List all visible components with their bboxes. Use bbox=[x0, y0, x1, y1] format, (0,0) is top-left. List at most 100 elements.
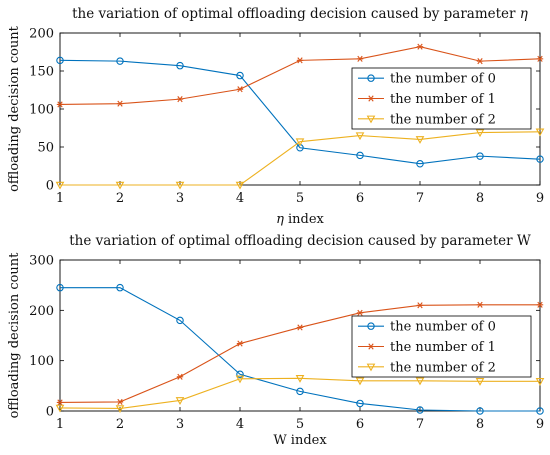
data-point-s2-4 bbox=[295, 375, 305, 383]
y-tick-label: 300 bbox=[29, 254, 54, 269]
data-point-s0-0 bbox=[56, 283, 64, 292]
x-tick-label: 2 bbox=[116, 191, 124, 206]
y-tick-label: 100 bbox=[29, 103, 54, 118]
y-axis-label: offloading decision count bbox=[7, 252, 22, 419]
data-point-s2-0 bbox=[55, 404, 65, 413]
legend-label-0: the number of 0 bbox=[390, 72, 496, 87]
data-point-s2-0 bbox=[55, 181, 65, 190]
x-tick-label: 9 bbox=[536, 417, 544, 432]
y-tick-label: 0 bbox=[46, 179, 54, 194]
data-point-s1-2 bbox=[176, 373, 184, 380]
data-point-s2-5 bbox=[355, 377, 365, 386]
x-tick-label: 6 bbox=[356, 417, 364, 432]
x-tick-label: 2 bbox=[116, 417, 124, 432]
data-point-s1-0 bbox=[56, 101, 64, 108]
series-line-2 bbox=[60, 131, 541, 186]
y-tick-label: 150 bbox=[29, 65, 54, 80]
data-point-s1-1 bbox=[116, 100, 124, 107]
y-tick-label: 200 bbox=[29, 304, 54, 319]
data-point-s0-1 bbox=[116, 283, 124, 292]
data-point-s1-1 bbox=[116, 398, 124, 406]
series-2 bbox=[55, 375, 545, 414]
x-tick-label: 8 bbox=[476, 191, 484, 206]
data-point-s0-2 bbox=[176, 316, 184, 325]
y-tick-label: 100 bbox=[29, 354, 54, 369]
data-point-s0-6 bbox=[416, 159, 424, 168]
series-line-0 bbox=[59, 59, 541, 165]
data-point-s1-5 bbox=[356, 55, 364, 62]
y-tick-label: 200 bbox=[29, 27, 54, 42]
legend-marker-1 bbox=[367, 343, 375, 350]
x-tick-label: 7 bbox=[416, 191, 424, 206]
legend-marker-2 bbox=[366, 363, 376, 372]
y-tick-label: 50 bbox=[37, 141, 54, 156]
x-tick-label: 5 bbox=[296, 191, 304, 206]
data-point-s0-2 bbox=[176, 61, 184, 70]
chart-title: the variation of optimal offloading deci… bbox=[72, 6, 528, 22]
x-axis-label: W index bbox=[273, 433, 327, 448]
data-point-s2-1 bbox=[115, 405, 125, 414]
x-tick-label: 3 bbox=[176, 191, 184, 206]
series-line-2 bbox=[59, 377, 540, 410]
data-point-s2-3 bbox=[235, 375, 245, 384]
data-point-s2-4 bbox=[295, 138, 305, 147]
legend-label-2: the number of 2 bbox=[390, 360, 496, 375]
data-point-s2-6 bbox=[415, 136, 425, 144]
series-0 bbox=[56, 283, 544, 415]
series-line-0 bbox=[60, 287, 540, 412]
x-tick-label: 4 bbox=[236, 417, 244, 432]
legend-marker-1 bbox=[367, 95, 375, 102]
legend-label-1: the number of 1 bbox=[390, 92, 496, 107]
series-1 bbox=[56, 301, 544, 406]
series-2 bbox=[55, 128, 545, 190]
x-tick-label: 4 bbox=[236, 191, 244, 206]
data-point-s1-5 bbox=[356, 309, 364, 316]
legend-marker-0 bbox=[367, 74, 375, 82]
chart-title-symbol: η bbox=[515, 6, 527, 22]
chart-title: the variation of optimal offloading deci… bbox=[69, 233, 531, 249]
data-point-s0-5 bbox=[356, 151, 364, 160]
data-point-s0-8 bbox=[536, 407, 544, 415]
data-point-s1-6 bbox=[416, 43, 424, 50]
data-point-s2-5 bbox=[355, 132, 365, 141]
legend-label-2: the number of 2 bbox=[390, 112, 496, 127]
data-point-s2-1 bbox=[115, 181, 125, 190]
data-point-s0-7 bbox=[476, 407, 484, 415]
x-axis-symbol: η bbox=[276, 212, 288, 227]
data-point-s2-7 bbox=[475, 129, 485, 138]
data-point-s0-7 bbox=[476, 152, 484, 160]
legend-label-0: the number of 0 bbox=[390, 320, 496, 335]
data-point-s1-7 bbox=[476, 58, 484, 65]
chart-title-text: the variation of optimal offloading deci… bbox=[72, 6, 516, 22]
x-tick-label: 1 bbox=[56, 191, 64, 206]
x-tick-label: 8 bbox=[476, 417, 484, 432]
data-point-s1-8 bbox=[536, 301, 544, 308]
x-tick-label: 3 bbox=[176, 417, 184, 432]
data-point-s2-8 bbox=[535, 378, 545, 386]
y-axis-label: offloading decision count bbox=[7, 25, 22, 192]
data-point-s2-7 bbox=[475, 378, 485, 386]
chart-panel-1: the variation of optimal offloading deci… bbox=[7, 6, 545, 227]
data-point-s2-2 bbox=[175, 397, 185, 405]
data-point-s1-4 bbox=[296, 324, 304, 331]
data-point-s0-6 bbox=[416, 406, 424, 414]
data-point-s2-3 bbox=[235, 181, 245, 190]
data-point-s1-0 bbox=[56, 399, 64, 406]
data-point-s2-6 bbox=[415, 377, 425, 386]
chart-title-text: the variation of optimal offloading deci… bbox=[69, 233, 531, 249]
data-point-s1-2 bbox=[176, 96, 184, 103]
legend-label-1: the number of 1 bbox=[390, 340, 496, 355]
data-point-s0-1 bbox=[116, 57, 124, 65]
data-point-s0-0 bbox=[56, 56, 64, 65]
data-point-s0-8 bbox=[536, 155, 544, 163]
x-axis-label: η index bbox=[276, 212, 324, 227]
data-point-s1-6 bbox=[416, 302, 424, 309]
data-point-s1-4 bbox=[296, 57, 304, 64]
data-point-s2-2 bbox=[175, 181, 185, 190]
data-point-s1-7 bbox=[476, 301, 484, 308]
x-axis-text: index bbox=[288, 212, 325, 227]
x-tick-label: 6 bbox=[356, 191, 364, 206]
series-0 bbox=[56, 56, 544, 168]
x-tick-label: 1 bbox=[56, 417, 64, 432]
